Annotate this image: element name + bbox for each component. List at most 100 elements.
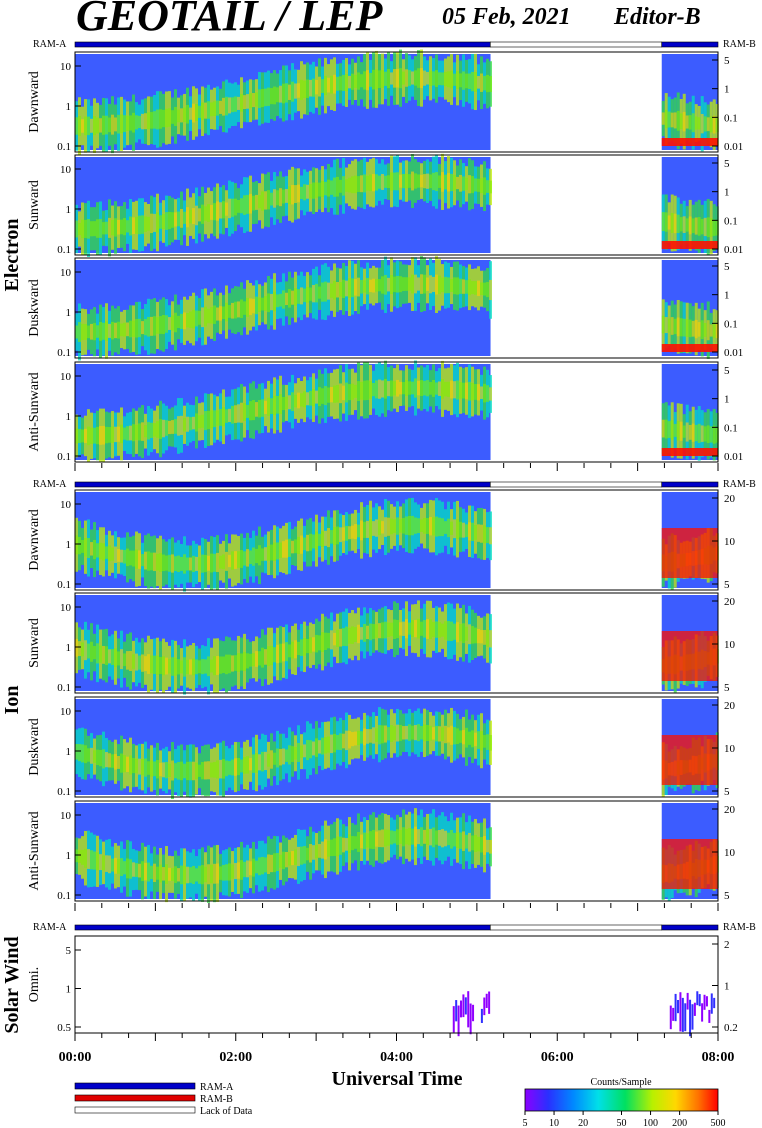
colorbar-tick-label: 20 — [578, 1118, 588, 1128]
spectrum-core — [483, 525, 486, 544]
spectrum-core — [390, 518, 393, 535]
spectrum-core — [117, 549, 120, 562]
spectrum-core — [429, 174, 432, 189]
spectrum-core — [213, 553, 216, 572]
spectrum-core — [703, 426, 707, 442]
spectrum-core — [204, 554, 207, 573]
spectrum-core — [694, 116, 698, 130]
spectrum-core — [483, 75, 486, 91]
spectrum-core — [378, 379, 381, 399]
spectrum-core — [213, 305, 216, 324]
spectrum-core — [673, 318, 677, 335]
solar-wind-spike — [681, 997, 684, 1032]
left-tick-label: 10 — [60, 499, 72, 511]
spectrum-core — [156, 421, 159, 438]
mode-bar-segment — [74, 41, 491, 48]
spectrum-core — [483, 735, 486, 748]
spectrum-core — [222, 407, 225, 427]
spectrum-core — [399, 174, 402, 188]
spectrum-core — [279, 293, 282, 307]
spectrum-core — [342, 385, 345, 401]
spectrum-core — [108, 323, 111, 338]
spectrum-core — [456, 277, 459, 295]
spectrum-core — [99, 645, 102, 663]
spectrum-core — [459, 382, 462, 399]
spectrum-core — [489, 387, 492, 401]
spectrum-core — [300, 846, 303, 865]
spectrum-core — [165, 108, 168, 128]
spectrum-core — [174, 212, 177, 227]
spectrum-core — [114, 218, 117, 237]
x-tick-label: 02:00 — [219, 1050, 252, 1065]
spectrum-core — [102, 322, 105, 340]
spectrum-core — [81, 119, 84, 133]
spectrum-core — [225, 551, 228, 571]
spectrum-core — [99, 854, 102, 871]
spectrum-core — [700, 320, 704, 340]
spectrum-core — [426, 619, 429, 639]
spectrum-core — [102, 222, 105, 235]
left-tick-label: 10 — [60, 810, 72, 822]
spectrum-core — [246, 194, 249, 214]
spectrum-core — [318, 740, 321, 754]
spectrum-core — [291, 641, 294, 659]
spectrum-core — [183, 312, 186, 330]
spectrum-core — [375, 831, 378, 847]
spectrum-core — [321, 841, 324, 859]
spectrum-core — [387, 381, 390, 397]
spectrum-core — [258, 545, 261, 566]
spectrum-core — [126, 651, 129, 670]
spectrum-core — [363, 380, 366, 401]
spectrum-core — [354, 74, 357, 88]
spectrum-core — [414, 517, 417, 534]
spectrum-core — [78, 322, 81, 342]
spectrum-core — [489, 279, 492, 301]
spectrum-core — [141, 654, 144, 672]
spectrum-core — [435, 516, 438, 537]
plot-title: GEOTAIL / LEP — [76, 0, 383, 40]
spectrum-core — [195, 659, 198, 675]
spectrum-core — [126, 756, 129, 773]
spectrum-core — [120, 219, 123, 235]
spectrum-core — [261, 647, 264, 668]
spectrum-core — [483, 630, 486, 645]
spectrum-core — [471, 71, 474, 92]
spectrum-core — [168, 420, 171, 435]
spectrum-core — [312, 284, 315, 303]
mode-bar-segment — [489, 924, 663, 931]
spectrum-core — [315, 182, 318, 198]
spectrum-core — [171, 110, 174, 124]
spectrum-core — [345, 280, 348, 297]
spectrum-core — [345, 73, 348, 92]
spectrum-core — [255, 753, 258, 773]
spectrum-core — [282, 541, 285, 558]
spectrum-core — [691, 320, 695, 337]
spectrum-core — [706, 217, 710, 238]
spectrum-core — [345, 730, 348, 751]
spectrum-core — [114, 754, 117, 770]
spectrum-core — [162, 762, 165, 778]
spectrum-core — [180, 865, 183, 885]
spectrum-core — [661, 112, 665, 125]
spectrum-core — [123, 218, 126, 236]
spectrum-core — [228, 863, 231, 881]
spectrum-core — [420, 725, 423, 740]
spectrum-core — [252, 93, 255, 108]
right-tick-label: 0.1 — [724, 422, 738, 434]
spectrum-core — [153, 316, 156, 336]
spectrum-core — [471, 835, 474, 851]
spectrum-core — [709, 218, 713, 237]
spectrum-core — [234, 862, 237, 880]
spectrum-core — [468, 731, 471, 745]
spectrum-core — [171, 315, 174, 331]
spectrum-core — [348, 278, 351, 298]
spectrum-core — [132, 424, 135, 442]
spectrum-core — [186, 761, 189, 781]
spectrum-core — [96, 325, 99, 338]
spectrum-core — [108, 545, 111, 562]
spectrum-core — [426, 828, 429, 846]
solar-wind-spike — [708, 1009, 711, 1023]
spectrum-core — [282, 748, 285, 765]
spectrum-core — [114, 117, 117, 132]
spectrum-core — [105, 221, 108, 235]
